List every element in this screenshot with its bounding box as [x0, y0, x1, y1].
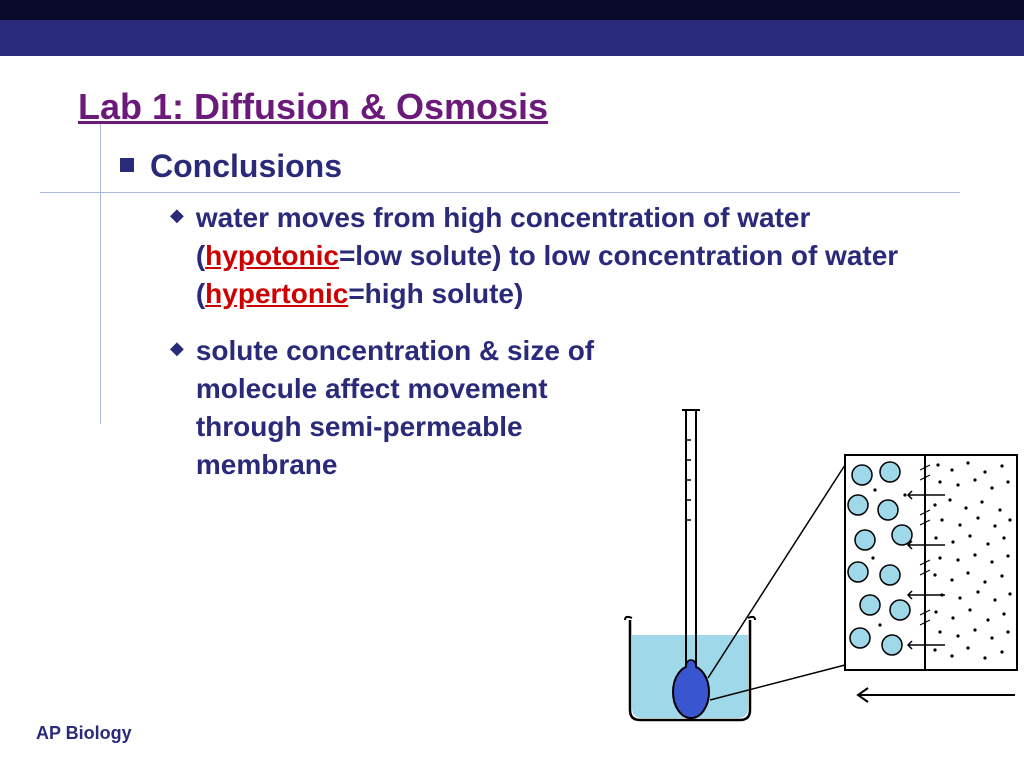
diamond-bullet-icon: ◆	[170, 338, 184, 359]
bulb	[673, 666, 709, 718]
l2a-hl1: hypotonic	[205, 240, 339, 271]
vertical-rule	[100, 124, 101, 424]
flow-arrow	[858, 688, 1015, 702]
l2a-hl2: hypertonic	[205, 278, 348, 309]
diamond-bullet-icon: ◆	[170, 205, 184, 226]
header-stripe-navy	[0, 20, 1024, 56]
header-stripe-dark	[0, 0, 1024, 20]
slide-title: Lab 1: Diffusion & Osmosis	[78, 86, 1024, 128]
l2a-post: =high solute)	[348, 278, 523, 309]
bullet-level1: Conclusions	[120, 148, 1024, 185]
membrane-box	[845, 455, 1017, 670]
tube	[682, 410, 700, 670]
bullet-l2a-text: water moves from high concentration of w…	[196, 199, 956, 312]
footer-label: AP Biology	[36, 723, 132, 744]
bullet-l1-text: Conclusions	[150, 148, 342, 185]
bullet-level2-a: ◆ water moves from high concentration of…	[170, 199, 1024, 312]
osmosis-diagram	[590, 400, 1020, 730]
title-underline-rule	[40, 192, 960, 193]
zoom-line-top	[708, 465, 845, 678]
bullet-l2b-text: solute concentration & size of molecule …	[196, 332, 616, 483]
square-bullet-icon	[120, 158, 134, 172]
